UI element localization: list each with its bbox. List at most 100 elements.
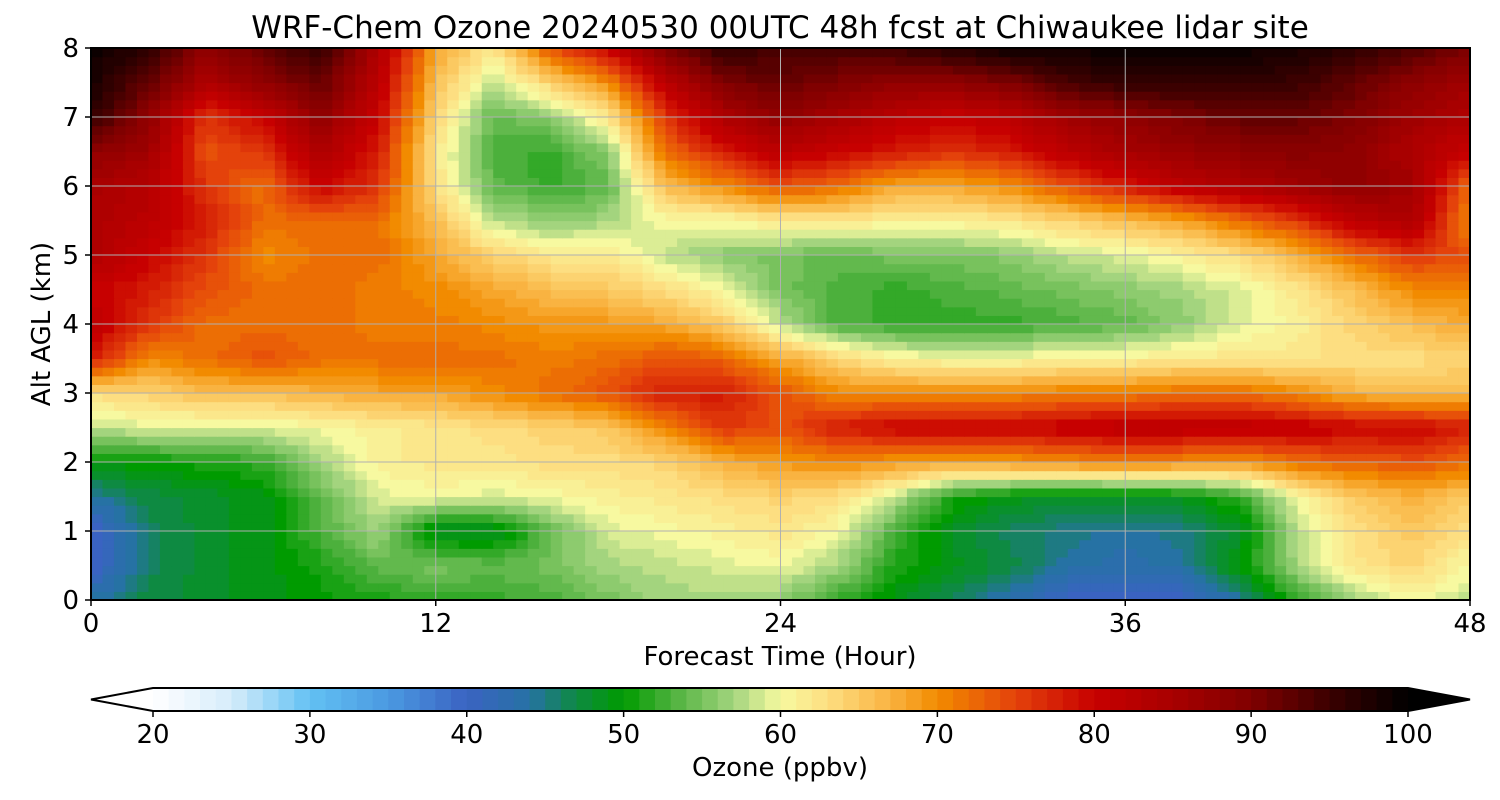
heatmap-cell — [1343, 410, 1356, 420]
heatmap-cell — [1125, 341, 1138, 351]
heatmap-cell — [136, 375, 150, 385]
heatmap-cell — [1412, 531, 1425, 541]
heatmap-cell — [1148, 574, 1161, 584]
heatmap-cell — [286, 548, 299, 558]
heatmap-cell — [814, 427, 828, 437]
heatmap-cell — [906, 462, 919, 472]
heatmap-cell — [1435, 539, 1448, 549]
heatmap-cell — [1309, 375, 1322, 385]
heatmap-cell — [837, 427, 851, 437]
heatmap-cell — [297, 246, 310, 256]
heatmap-cell — [286, 531, 299, 541]
heatmap-cell — [723, 246, 736, 256]
heatmap-cell — [1274, 531, 1287, 541]
heatmap-cell — [1435, 436, 1448, 446]
heatmap-cell — [1378, 375, 1391, 385]
heatmap-cell — [550, 324, 563, 334]
heatmap-cell — [975, 470, 988, 480]
heatmap-cell — [389, 436, 402, 446]
heatmap-cell — [1044, 272, 1057, 282]
heatmap-cell — [297, 280, 310, 291]
heatmap-cell — [1033, 513, 1046, 523]
heatmap-cell — [205, 298, 219, 308]
heatmap-cell — [159, 462, 173, 472]
heatmap-cell — [550, 487, 563, 498]
heatmap-cell — [1458, 453, 1471, 463]
heatmap-cell — [458, 306, 471, 316]
heatmap-cell — [1251, 401, 1264, 411]
heatmap-cell — [987, 556, 1000, 567]
heatmap-cell — [849, 574, 862, 584]
heatmap-cell — [286, 591, 299, 601]
heatmap-cell — [481, 315, 494, 325]
heatmap-cell — [998, 556, 1011, 567]
heatmap-cell — [918, 246, 931, 256]
heatmap-cell — [895, 427, 908, 437]
heatmap-cell — [1435, 591, 1448, 601]
heatmap-cell — [136, 539, 150, 549]
heatmap-cell — [665, 375, 678, 385]
heatmap-cell — [654, 401, 667, 411]
heatmap-cell — [585, 298, 598, 308]
heatmap-cell — [803, 470, 816, 480]
heatmap-cell — [332, 289, 345, 299]
heatmap-cell — [826, 591, 839, 601]
heatmap-cell — [447, 513, 460, 523]
heatmap-cell — [458, 246, 471, 256]
heatmap-cell — [102, 349, 115, 360]
heatmap-cell — [1148, 556, 1161, 567]
heatmap-cell — [343, 332, 356, 342]
heatmap-cell — [952, 479, 965, 489]
heatmap-cell — [1102, 289, 1115, 299]
heatmap-cell — [1217, 393, 1230, 403]
heatmap-cell — [585, 462, 598, 472]
heatmap-cell — [366, 522, 379, 532]
heatmap-cell — [1355, 280, 1368, 291]
heatmap-cell — [803, 237, 816, 247]
heatmap-cell — [596, 324, 609, 334]
heatmap-cell — [332, 324, 345, 334]
heatmap-cell — [447, 358, 460, 368]
heatmap-cell — [769, 453, 782, 463]
heatmap-cell — [1435, 306, 1448, 316]
heatmap-cell — [1286, 272, 1299, 282]
heatmap-cell — [539, 341, 552, 351]
heatmap-cell — [987, 280, 1000, 291]
heatmap-cell — [366, 565, 379, 575]
heatmap-cell — [1458, 505, 1471, 515]
heatmap-cell — [619, 531, 632, 541]
heatmap-cell — [274, 565, 287, 575]
heatmap-cell — [1079, 358, 1092, 368]
heatmap-cell — [320, 548, 333, 558]
heatmap-cell — [975, 479, 988, 489]
heatmap-cell — [1194, 487, 1207, 498]
heatmap-cell — [1274, 487, 1287, 498]
heatmap-cell — [941, 513, 954, 523]
heatmap-cell — [125, 324, 138, 334]
heatmap-cell — [1194, 306, 1207, 316]
heatmap-cell — [1401, 255, 1414, 265]
heatmap-cell — [550, 548, 563, 558]
heatmap-cell — [734, 565, 747, 575]
heatmap-cell — [872, 444, 885, 454]
heatmap-cell — [401, 522, 414, 532]
heatmap-cell — [1021, 349, 1034, 360]
heatmap-cell — [688, 410, 701, 420]
heatmap-cell — [102, 565, 115, 575]
heatmap-cell — [1366, 393, 1379, 403]
heatmap-cell — [309, 384, 322, 394]
heatmap-cell — [1263, 367, 1276, 377]
heatmap-cell — [952, 289, 965, 299]
heatmap-cell — [228, 582, 241, 592]
heatmap-cell — [355, 470, 368, 480]
heatmap-cell — [1148, 565, 1161, 575]
heatmap-cell — [366, 272, 379, 282]
heatmap-cell — [194, 582, 207, 592]
heatmap-cell — [849, 565, 862, 575]
heatmap-cell — [1021, 531, 1034, 541]
heatmap-cell — [1102, 358, 1115, 368]
heatmap-cell — [159, 263, 173, 273]
heatmap-cell — [1366, 315, 1379, 325]
heatmap-cell — [849, 375, 862, 385]
heatmap-cell — [401, 393, 414, 403]
